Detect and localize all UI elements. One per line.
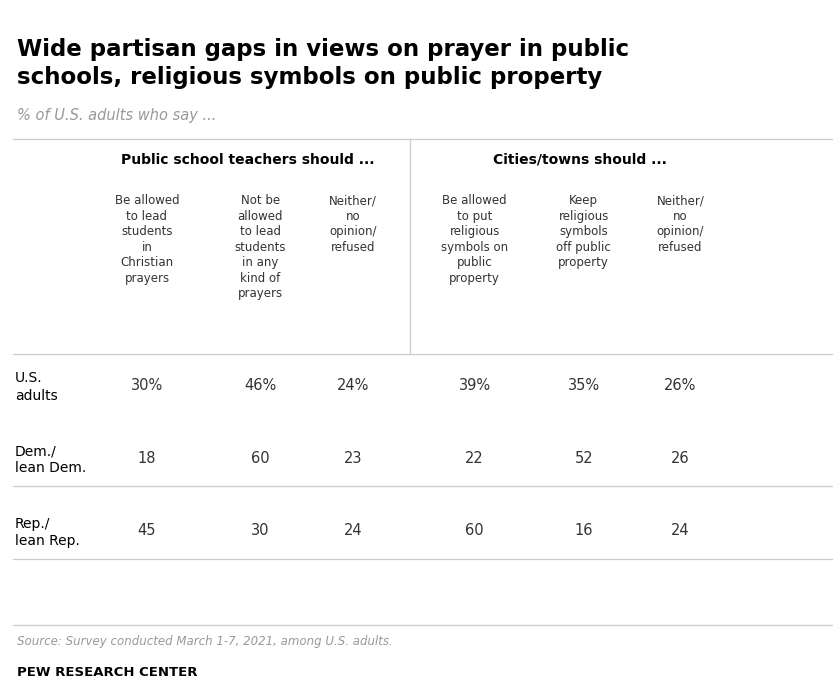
Text: 24%: 24%	[337, 378, 369, 393]
Text: Be allowed
to lead
students
in
Christian
prayers: Be allowed to lead students in Christian…	[115, 194, 179, 285]
Text: Neither/
no
opinion/
refused: Neither/ no opinion/ refused	[329, 194, 376, 254]
Text: 24: 24	[671, 523, 690, 539]
Text: 39%: 39%	[459, 378, 491, 393]
Text: U.S.
adults: U.S. adults	[15, 371, 58, 403]
Text: 52: 52	[575, 450, 593, 466]
Text: Dem./
lean Dem.: Dem./ lean Dem.	[15, 444, 87, 475]
Text: Source: Survey conducted March 1-7, 2021, among U.S. adults.: Source: Survey conducted March 1-7, 2021…	[17, 635, 392, 648]
Text: Wide partisan gaps in views on prayer in public
schools, religious symbols on pu: Wide partisan gaps in views on prayer in…	[17, 38, 629, 89]
Text: 24: 24	[344, 523, 362, 539]
Text: Neither/
no
opinion/
refused: Neither/ no opinion/ refused	[657, 194, 704, 254]
Text: 16: 16	[575, 523, 593, 539]
Text: Public school teachers should ...: Public school teachers should ...	[121, 153, 375, 167]
Text: 45: 45	[138, 523, 156, 539]
Text: 46%: 46%	[244, 378, 276, 393]
Text: 60: 60	[465, 523, 484, 539]
Text: 26: 26	[671, 450, 690, 466]
Text: 26%: 26%	[664, 378, 696, 393]
Text: 30%: 30%	[131, 378, 163, 393]
Text: 18: 18	[138, 450, 156, 466]
Text: Rep./
lean Rep.: Rep./ lean Rep.	[15, 517, 80, 548]
Text: 35%: 35%	[568, 378, 600, 393]
Text: Be allowed
to put
religious
symbols on
public
property: Be allowed to put religious symbols on p…	[441, 194, 508, 285]
Text: Not be
allowed
to lead
students
in any
kind of
prayers: Not be allowed to lead students in any k…	[234, 194, 286, 301]
Text: % of U.S. adults who say ...: % of U.S. adults who say ...	[17, 108, 216, 123]
Text: 22: 22	[465, 450, 484, 466]
Text: 23: 23	[344, 450, 362, 466]
Text: 30: 30	[251, 523, 270, 539]
Text: Cities/towns should ...: Cities/towns should ...	[493, 153, 666, 167]
Text: Keep
religious
symbols
off public
property: Keep religious symbols off public proper…	[556, 194, 612, 269]
Text: 60: 60	[251, 450, 270, 466]
Text: PEW RESEARCH CENTER: PEW RESEARCH CENTER	[17, 666, 197, 679]
